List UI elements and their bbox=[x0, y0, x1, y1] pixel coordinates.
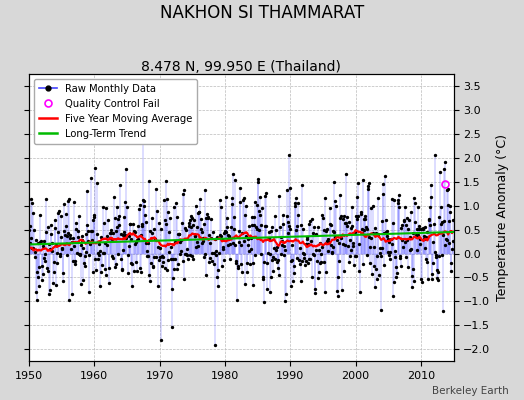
Title: 8.478 N, 99.950 E (Thailand): 8.478 N, 99.950 E (Thailand) bbox=[141, 60, 341, 74]
Text: Berkeley Earth: Berkeley Earth bbox=[432, 386, 508, 396]
Legend: Raw Monthly Data, Quality Control Fail, Five Year Moving Average, Long-Term Tren: Raw Monthly Data, Quality Control Fail, … bbox=[34, 79, 198, 144]
Y-axis label: Temperature Anomaly (°C): Temperature Anomaly (°C) bbox=[496, 134, 509, 301]
Text: NAKHON SI THAMMARAT: NAKHON SI THAMMARAT bbox=[160, 4, 364, 22]
